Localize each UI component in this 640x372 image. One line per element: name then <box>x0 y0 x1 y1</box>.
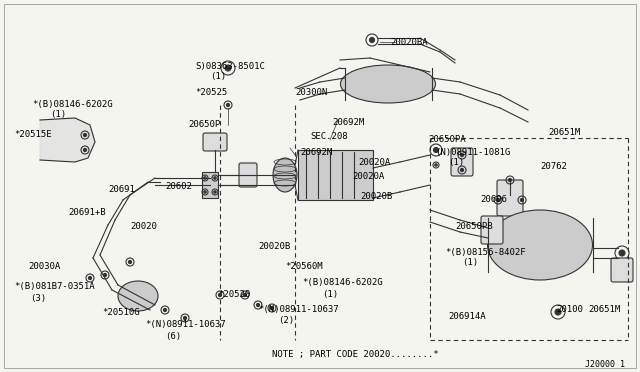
Circle shape <box>104 273 107 277</box>
Circle shape <box>204 191 206 193</box>
Text: *(N)08911-10637: *(N)08911-10637 <box>145 320 226 329</box>
Text: 20020B: 20020B <box>258 242 291 251</box>
Text: *(N)08911-10637: *(N)08911-10637 <box>258 305 339 314</box>
Bar <box>298 150 373 200</box>
Circle shape <box>163 308 166 312</box>
FancyBboxPatch shape <box>481 216 503 244</box>
Text: 20602: 20602 <box>165 182 192 191</box>
Text: *(B)08156-8402F: *(B)08156-8402F <box>445 248 525 257</box>
Circle shape <box>83 134 86 137</box>
Circle shape <box>435 164 437 166</box>
Text: 20691: 20691 <box>108 185 135 194</box>
FancyBboxPatch shape <box>239 163 257 187</box>
Text: 20650P: 20650P <box>188 120 220 129</box>
Text: 20692M: 20692M <box>300 148 332 157</box>
Text: 20692M: 20692M <box>332 118 364 127</box>
Text: 20691+B: 20691+B <box>68 208 106 217</box>
Circle shape <box>184 317 187 320</box>
Circle shape <box>218 294 221 296</box>
Text: *20510G: *20510G <box>102 308 140 317</box>
Text: *20525: *20525 <box>195 88 227 97</box>
Text: 20300N: 20300N <box>295 88 327 97</box>
Circle shape <box>88 276 92 280</box>
Circle shape <box>497 198 500 202</box>
Text: *(B)08146-6202G: *(B)08146-6202G <box>32 100 113 109</box>
Text: 20606: 20606 <box>480 195 507 204</box>
Circle shape <box>433 148 438 153</box>
Text: (N)08911-1081G: (N)08911-1081G <box>435 148 510 157</box>
Circle shape <box>129 260 132 264</box>
Text: *20515E: *20515E <box>14 130 52 139</box>
Text: *(B)08146-6202G: *(B)08146-6202G <box>302 278 383 287</box>
Text: *(B)081B7-0351A: *(B)081B7-0351A <box>14 282 95 291</box>
Ellipse shape <box>273 158 297 192</box>
Text: (2): (2) <box>278 316 294 325</box>
Text: 20651M: 20651M <box>588 305 620 314</box>
Ellipse shape <box>488 210 593 280</box>
Text: (1): (1) <box>50 110 66 119</box>
Circle shape <box>214 177 216 179</box>
Text: J20000 1: J20000 1 <box>585 360 625 369</box>
Text: 20650PA: 20650PA <box>428 135 466 144</box>
Text: 20030A: 20030A <box>28 262 60 271</box>
Text: 20020B: 20020B <box>360 192 392 201</box>
Circle shape <box>619 250 625 256</box>
Circle shape <box>204 177 206 179</box>
Text: 20020A: 20020A <box>358 158 390 167</box>
Circle shape <box>460 153 463 157</box>
FancyBboxPatch shape <box>203 133 227 151</box>
Text: 20100: 20100 <box>556 305 583 314</box>
Circle shape <box>508 179 511 182</box>
Text: 20020A: 20020A <box>352 172 384 181</box>
FancyBboxPatch shape <box>497 180 523 216</box>
Circle shape <box>257 304 260 307</box>
Text: 206914A: 206914A <box>448 312 486 321</box>
Circle shape <box>243 294 246 296</box>
Text: *20560M: *20560M <box>285 262 323 271</box>
Circle shape <box>214 191 216 193</box>
Text: SEC.208: SEC.208 <box>310 132 348 141</box>
Text: 20020BA: 20020BA <box>390 38 428 47</box>
Ellipse shape <box>340 65 435 103</box>
FancyBboxPatch shape <box>611 258 633 282</box>
Circle shape <box>555 309 561 315</box>
Text: (1): (1) <box>210 72 226 81</box>
Circle shape <box>227 103 230 107</box>
Ellipse shape <box>118 281 158 311</box>
Circle shape <box>270 307 274 310</box>
Circle shape <box>83 148 86 152</box>
Text: 20650PB: 20650PB <box>455 222 493 231</box>
Text: 20651M: 20651M <box>548 128 580 137</box>
Circle shape <box>520 198 524 202</box>
Text: (1): (1) <box>322 290 338 299</box>
Circle shape <box>225 65 231 71</box>
Polygon shape <box>40 118 95 162</box>
Text: S)08363-8501C: S)08363-8501C <box>195 62 265 71</box>
Text: *20520: *20520 <box>218 290 250 299</box>
Text: (1): (1) <box>448 158 464 167</box>
Circle shape <box>369 38 374 42</box>
Text: (1): (1) <box>462 258 478 267</box>
Text: NOTE ; PART CODE 20020........*: NOTE ; PART CODE 20020........* <box>272 350 438 359</box>
Text: 20762: 20762 <box>540 162 567 171</box>
Text: (6): (6) <box>165 332 181 341</box>
FancyBboxPatch shape <box>451 148 473 176</box>
Circle shape <box>460 169 463 171</box>
Text: (3): (3) <box>30 294 46 303</box>
Bar <box>202 172 218 198</box>
Text: 20020: 20020 <box>130 222 157 231</box>
